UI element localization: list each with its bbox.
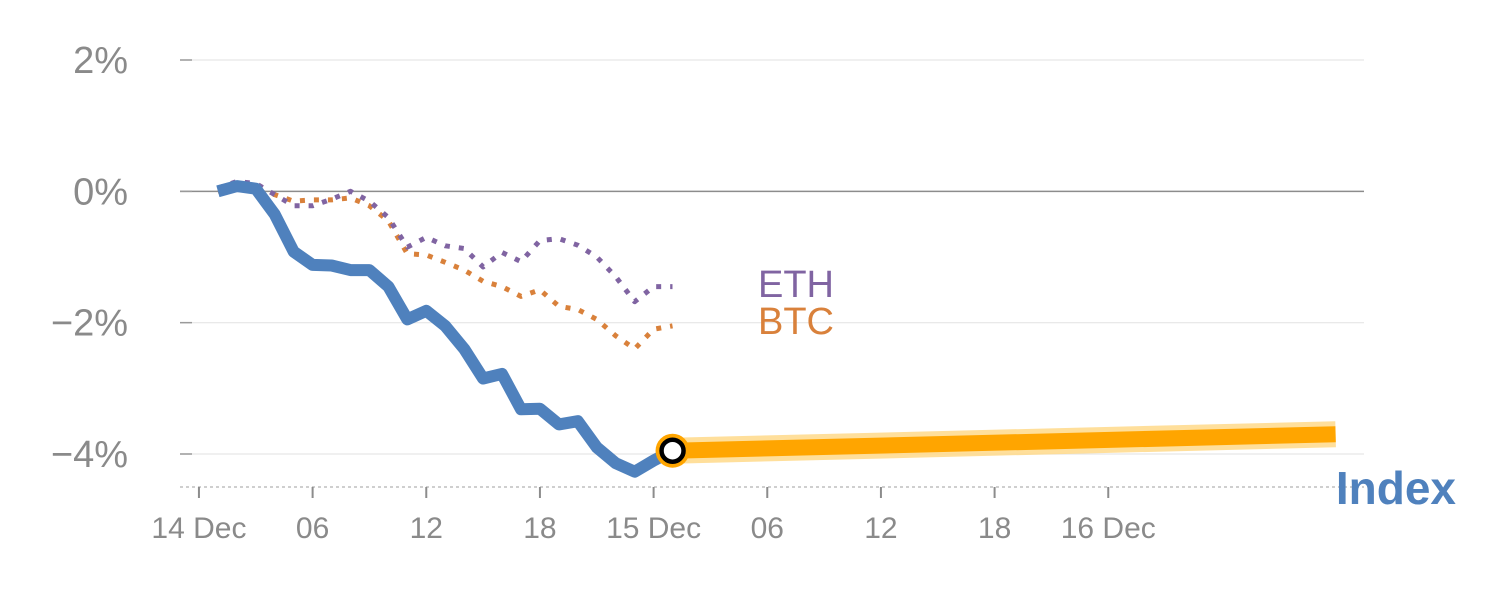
y-tick-label: −2% — [51, 303, 128, 345]
series-label-index: Index — [1336, 462, 1457, 514]
y-tick-label: 0% — [73, 171, 128, 213]
y-axis-ticks: 2% 0% −2% −4% — [51, 40, 128, 476]
current-point — [659, 437, 686, 464]
series-line-btc — [217, 185, 673, 352]
x-tick-label: 14 Dec — [151, 512, 246, 545]
x-tick-label: 12 — [864, 512, 897, 545]
series-lines — [216, 179, 1336, 478]
current-marker — [655, 433, 690, 468]
x-tick-label: 18 — [523, 512, 556, 545]
x-tick-label: 15 Dec — [606, 512, 701, 545]
y-tick-label: −4% — [51, 434, 128, 476]
y-tick-label: 2% — [73, 40, 128, 82]
series-label-btc: BTC — [758, 301, 834, 343]
series-label-eth: ETH — [758, 264, 834, 306]
series-line-projection — [672, 426, 1336, 459]
x-tick-label: 06 — [751, 512, 784, 545]
x-tick-label: 16 Dec — [1061, 512, 1156, 545]
x-tick-label: 12 — [410, 512, 443, 545]
x-tick-label: 18 — [978, 512, 1011, 545]
series-line-eth — [217, 179, 673, 305]
x-tick-label: 06 — [296, 512, 329, 545]
series-line-index — [216, 180, 676, 478]
x-axis-ticks: 14 Dec 06 12 18 15 Dec 06 12 18 16 Dec — [151, 487, 1156, 545]
gridlines — [180, 59, 1364, 455]
